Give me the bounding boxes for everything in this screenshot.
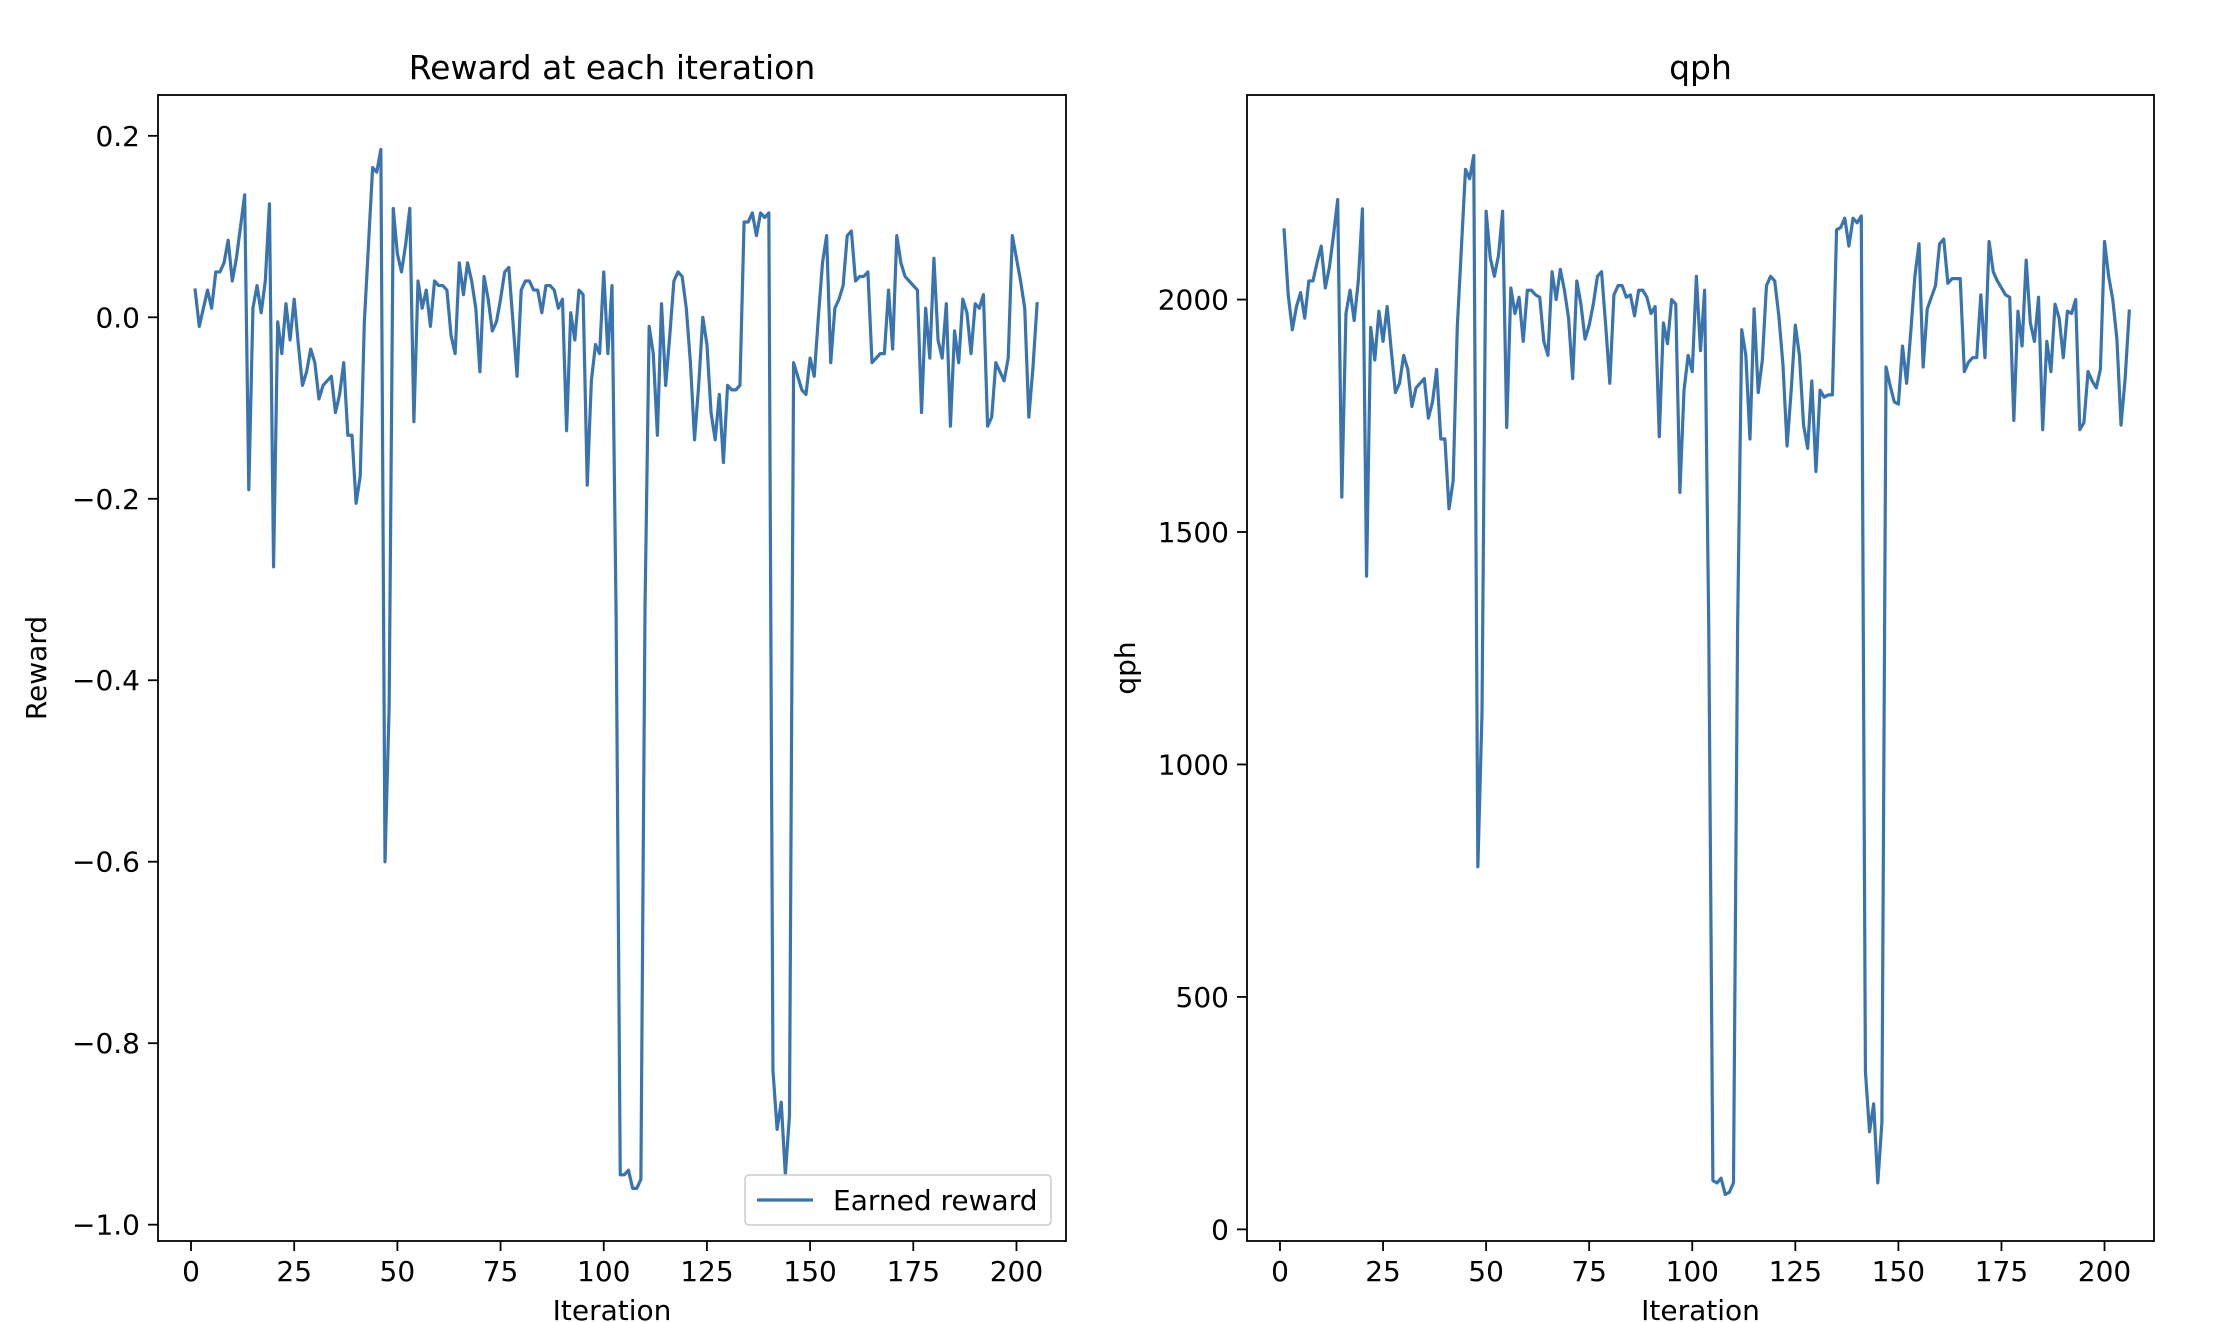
x-tick-label: 175 (1975, 1255, 2028, 1288)
x-tick-label: 50 (1468, 1255, 1504, 1288)
y-tick-label: 500 (1176, 981, 1229, 1014)
x-axis-label: Iteration (1641, 1294, 1760, 1322)
y-tick-label: 2000 (1158, 284, 1229, 317)
y-tick-label: −1.0 (72, 1209, 140, 1242)
y-axis-label: Reward (20, 616, 53, 720)
x-tick-label: 125 (680, 1255, 733, 1288)
x-tick-label: 100 (1666, 1255, 1719, 1288)
x-tick-label: 125 (1769, 1255, 1822, 1288)
legend-box (744, 1174, 1052, 1226)
y-tick-label: 0.0 (95, 301, 140, 334)
y-tick-label: −0.6 (72, 846, 140, 879)
chart-2: 0 25 50 75 100 125 150 175 200 2000 1500 1000 500 0 qp… (1109, 48, 2155, 1322)
axes-frame (157, 94, 1067, 1242)
x-axis-label: Iteration (553, 1294, 672, 1322)
x-tick-label: 100 (577, 1255, 630, 1288)
y-tick-label: 0.2 (95, 120, 140, 153)
x-tick-label: 150 (1872, 1255, 1925, 1288)
chart-panels: 0 25 50 75 100 125 150 175 200 0.2 0.0 −0.2 −0.4 −0.6… (20, 48, 2155, 1322)
x-tick-label: 175 (887, 1255, 940, 1288)
y-tick-label: 0 (1211, 1213, 1229, 1246)
chart-1: 0 25 50 75 100 125 150 175 200 0.2 0.0 −0.2 −0.4 −0.6… (20, 48, 1067, 1322)
legend: Earned reward (744, 1174, 1052, 1226)
x-tick-label: 25 (1365, 1255, 1401, 1288)
x-tick-label: 0 (1271, 1255, 1289, 1288)
x-tick-label: 50 (380, 1255, 416, 1288)
x-tick-label: 25 (276, 1255, 312, 1288)
series-line-2-1 (1282, 153, 2131, 1197)
y-axis-label: qph (1109, 641, 1142, 694)
y-tick-label: −0.4 (72, 664, 140, 697)
series-line-1-1 (193, 147, 1039, 1190)
x-tick-label: 75 (483, 1255, 519, 1288)
chart-title: Reward at each iteration (409, 48, 816, 87)
y-tick-label: 1000 (1158, 748, 1229, 781)
x-tick-label: 75 (1571, 1255, 1607, 1288)
y-tick-label: −0.2 (72, 483, 140, 516)
x-tick-label: 200 (2078, 1255, 2131, 1288)
x-tick-label: 200 (990, 1255, 1043, 1288)
y-tick-label: −0.8 (72, 1027, 140, 1060)
chart-title: qph (1669, 48, 1732, 87)
x-tick-label: 150 (783, 1255, 836, 1288)
legend-entry: Earned reward (833, 1184, 1038, 1217)
y-tick-label: 1500 (1158, 516, 1229, 549)
axes-frame (1246, 94, 2155, 1242)
x-tick-label: 0 (182, 1255, 200, 1288)
